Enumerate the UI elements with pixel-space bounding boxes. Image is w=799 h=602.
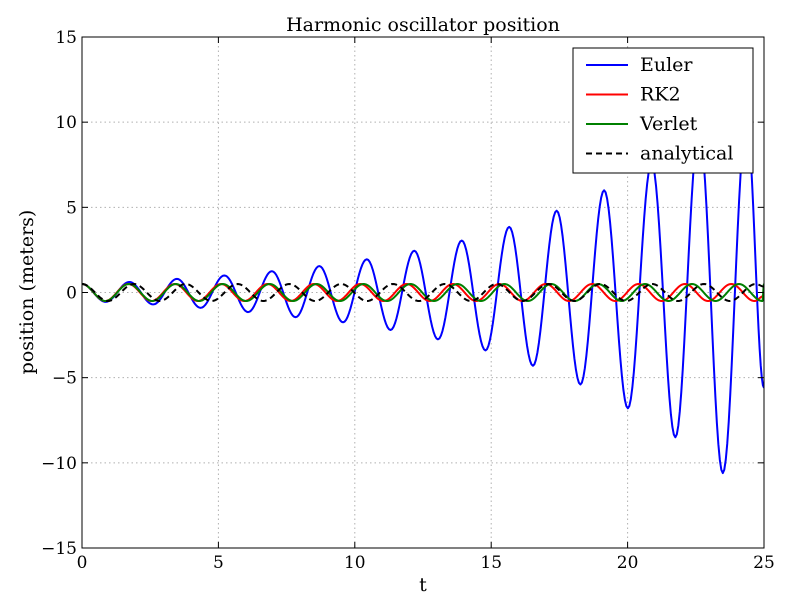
x-tick-label: 5 bbox=[213, 553, 224, 573]
series-line-Euler bbox=[82, 121, 764, 475]
y-tick-label: −5 bbox=[52, 369, 77, 389]
x-tick-label: 15 bbox=[480, 553, 502, 573]
series-layer bbox=[82, 121, 764, 475]
y-tick-label: 15 bbox=[55, 28, 77, 48]
legend: Euler RK2 Verlet analytical bbox=[572, 47, 754, 174]
legend-box bbox=[572, 47, 754, 174]
y-tick-label: 5 bbox=[66, 198, 77, 218]
series-line-Verlet bbox=[82, 282, 764, 303]
series-line-analytical bbox=[82, 282, 764, 303]
y-tick-label: −15 bbox=[41, 539, 77, 559]
legend-label: analytical bbox=[640, 143, 733, 165]
ticks: 0 5 10 15 20 25 −15 −10 −5 0 5 10 15 bbox=[41, 28, 775, 573]
chart-title: Harmonic oscillator position bbox=[286, 14, 560, 36]
x-tick-label: 20 bbox=[617, 553, 639, 573]
x-tick-label: 25 bbox=[753, 553, 775, 573]
legend-label: Verlet bbox=[639, 113, 698, 135]
legend-label: Euler bbox=[640, 54, 693, 76]
x-axis-label: t bbox=[419, 574, 427, 596]
y-tick-label: 0 bbox=[66, 284, 77, 304]
legend-label: RK2 bbox=[640, 84, 681, 106]
x-tick-label: 0 bbox=[77, 553, 88, 573]
y-axis-label: position (meters) bbox=[16, 210, 38, 375]
y-tick-label: 10 bbox=[55, 113, 77, 133]
x-tick-label: 10 bbox=[344, 553, 366, 573]
y-tick-label: −10 bbox=[41, 454, 77, 474]
